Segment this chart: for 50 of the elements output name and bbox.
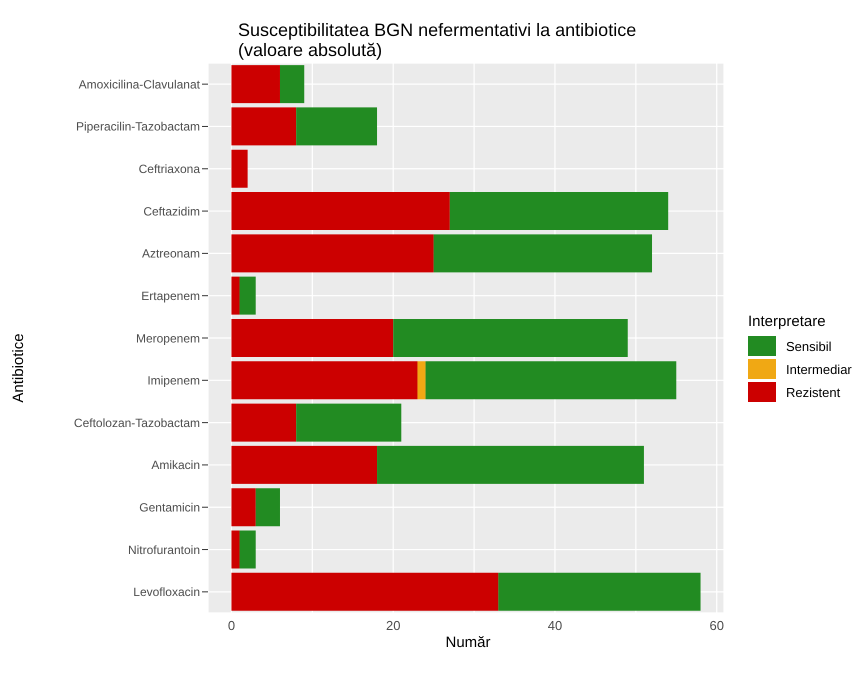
y-tick-label: Imipenem bbox=[147, 374, 200, 388]
y-tick-label: Ceftriaxona bbox=[138, 162, 200, 176]
bar bbox=[450, 192, 668, 230]
legend-title: Interpretare bbox=[748, 313, 827, 330]
bar bbox=[231, 572, 498, 611]
bar bbox=[231, 318, 394, 357]
bar bbox=[231, 530, 240, 568]
bar bbox=[231, 234, 434, 272]
y-tick-label: Aztreonam bbox=[142, 246, 200, 261]
bar bbox=[231, 488, 256, 526]
bar bbox=[377, 446, 644, 484]
bar bbox=[417, 361, 426, 400]
bar bbox=[256, 488, 280, 526]
legend-label: Intermediar bbox=[786, 362, 852, 376]
bar bbox=[426, 361, 676, 400]
y-tick-label: Levofloxacin bbox=[133, 585, 200, 600]
bar bbox=[498, 572, 701, 611]
bar bbox=[231, 276, 240, 315]
bar bbox=[280, 65, 304, 104]
y-tick-label: Amikacin bbox=[151, 458, 200, 472]
bar bbox=[231, 446, 378, 484]
bar bbox=[231, 361, 418, 400]
y-tick-label: Meropenem bbox=[136, 331, 200, 346]
y-tick-label: Nitrofurantoin bbox=[128, 542, 200, 557]
x-tick-label: 0 bbox=[228, 618, 236, 634]
bar bbox=[296, 107, 378, 146]
bar bbox=[240, 276, 256, 315]
bar bbox=[434, 234, 652, 272]
y-tick-label: Amoxicilina-Clavulanat bbox=[78, 77, 201, 92]
y-tick-label: Piperacilin-Tazobactam bbox=[76, 120, 200, 134]
y-tick-label: Ertapenem bbox=[141, 288, 200, 303]
x-tick-label: 60 bbox=[709, 618, 724, 634]
y-tick-label: Ceftolozan-Tazobactam bbox=[74, 416, 200, 430]
x-axis-title: Număr bbox=[445, 634, 491, 651]
bar bbox=[231, 192, 450, 230]
bar bbox=[393, 318, 628, 357]
y-tick-label: Gentamicin bbox=[139, 500, 200, 514]
bar bbox=[231, 150, 248, 188]
bar bbox=[231, 107, 296, 146]
y-tick-label: Ceftazidim bbox=[143, 204, 200, 218]
legend-label: Sensibil bbox=[786, 338, 832, 354]
bar bbox=[240, 530, 256, 568]
x-tick-label: 40 bbox=[548, 618, 562, 634]
legend-label: Rezistent bbox=[786, 384, 840, 400]
bar bbox=[231, 404, 296, 442]
chart-title: Susceptibilitatea BGN nefermentativi la antibiotice (valoare absolută) bbox=[238, 20, 636, 60]
y-axis-title: Antibiotice bbox=[10, 333, 27, 403]
bar bbox=[296, 404, 402, 442]
bar bbox=[231, 65, 280, 104]
x-tick-label: 20 bbox=[386, 618, 400, 634]
